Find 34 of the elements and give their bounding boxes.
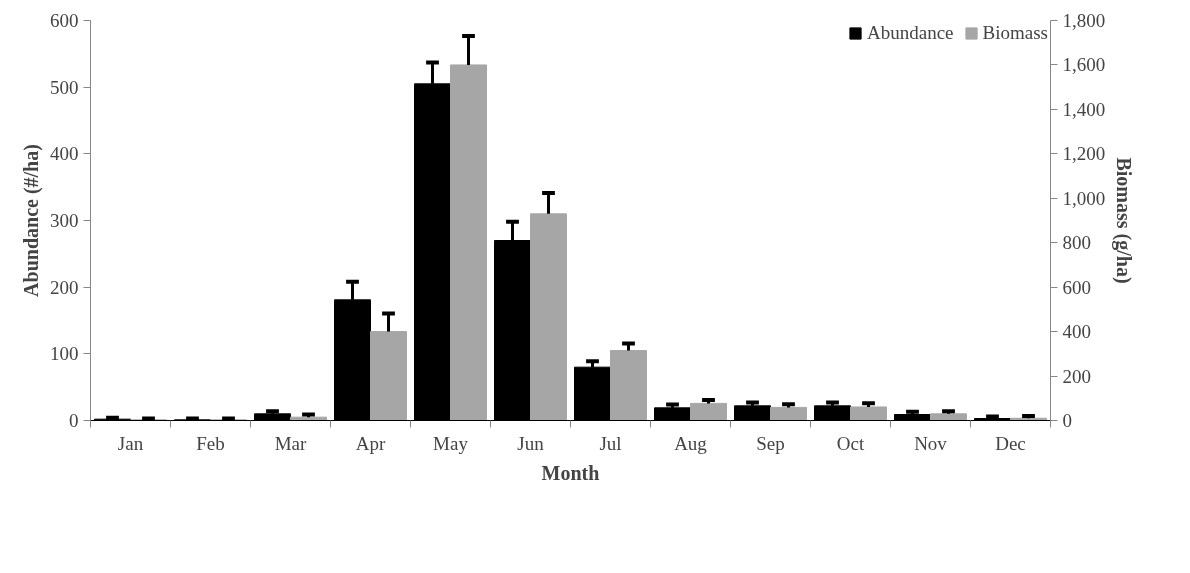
y-axis-title: Abundance (#/ha)	[20, 144, 43, 297]
y2-tick-label: 1,000	[1062, 187, 1106, 209]
y-tick-label: 0	[69, 410, 79, 431]
legend-label: Abundance	[867, 22, 954, 44]
y-tick-label: 400	[50, 143, 79, 165]
x-tick-label: Jun	[517, 432, 545, 454]
y-tick-label: 300	[50, 210, 79, 231]
x-tick-label: Dec	[995, 432, 1026, 454]
y2-tick-label: 600	[1062, 276, 1091, 298]
y2-tick-label: 400	[1062, 321, 1091, 343]
y-tick-label: 100	[50, 343, 79, 365]
legend-label: Biomass	[982, 22, 1048, 44]
x-tick-label: Sep	[756, 432, 785, 454]
x-tick-label: May	[433, 432, 469, 454]
x-tick-label: Aug	[674, 432, 708, 454]
y2-tick-label: 1,200	[1062, 143, 1106, 165]
x-axis-title: Month	[541, 461, 600, 484]
x-tick-label: Nov	[914, 432, 948, 454]
x-tick-label: Apr	[355, 432, 386, 454]
y-tick-label: 500	[50, 76, 79, 98]
y2-axis-title: Biomass (g/ha)	[1112, 157, 1136, 284]
y2-tick-label: 800	[1062, 232, 1091, 254]
x-tick-label: Mar	[274, 432, 307, 454]
y2-tick-label: 1,400	[1062, 98, 1106, 120]
y-tick-label: 600	[50, 10, 79, 31]
y2-tick-label: 0	[1062, 410, 1072, 431]
y-tick-label: 200	[50, 276, 79, 298]
x-tick-label: Jul	[599, 432, 622, 454]
y2-tick-label: 1,600	[1062, 54, 1106, 76]
x-tick-label: Jan	[117, 432, 144, 454]
y2-tick-label: 1,800	[1062, 10, 1106, 31]
y2-tick-label: 200	[1062, 365, 1091, 387]
x-tick-label: Oct	[836, 432, 865, 454]
x-tick-label: Feb	[196, 432, 225, 454]
